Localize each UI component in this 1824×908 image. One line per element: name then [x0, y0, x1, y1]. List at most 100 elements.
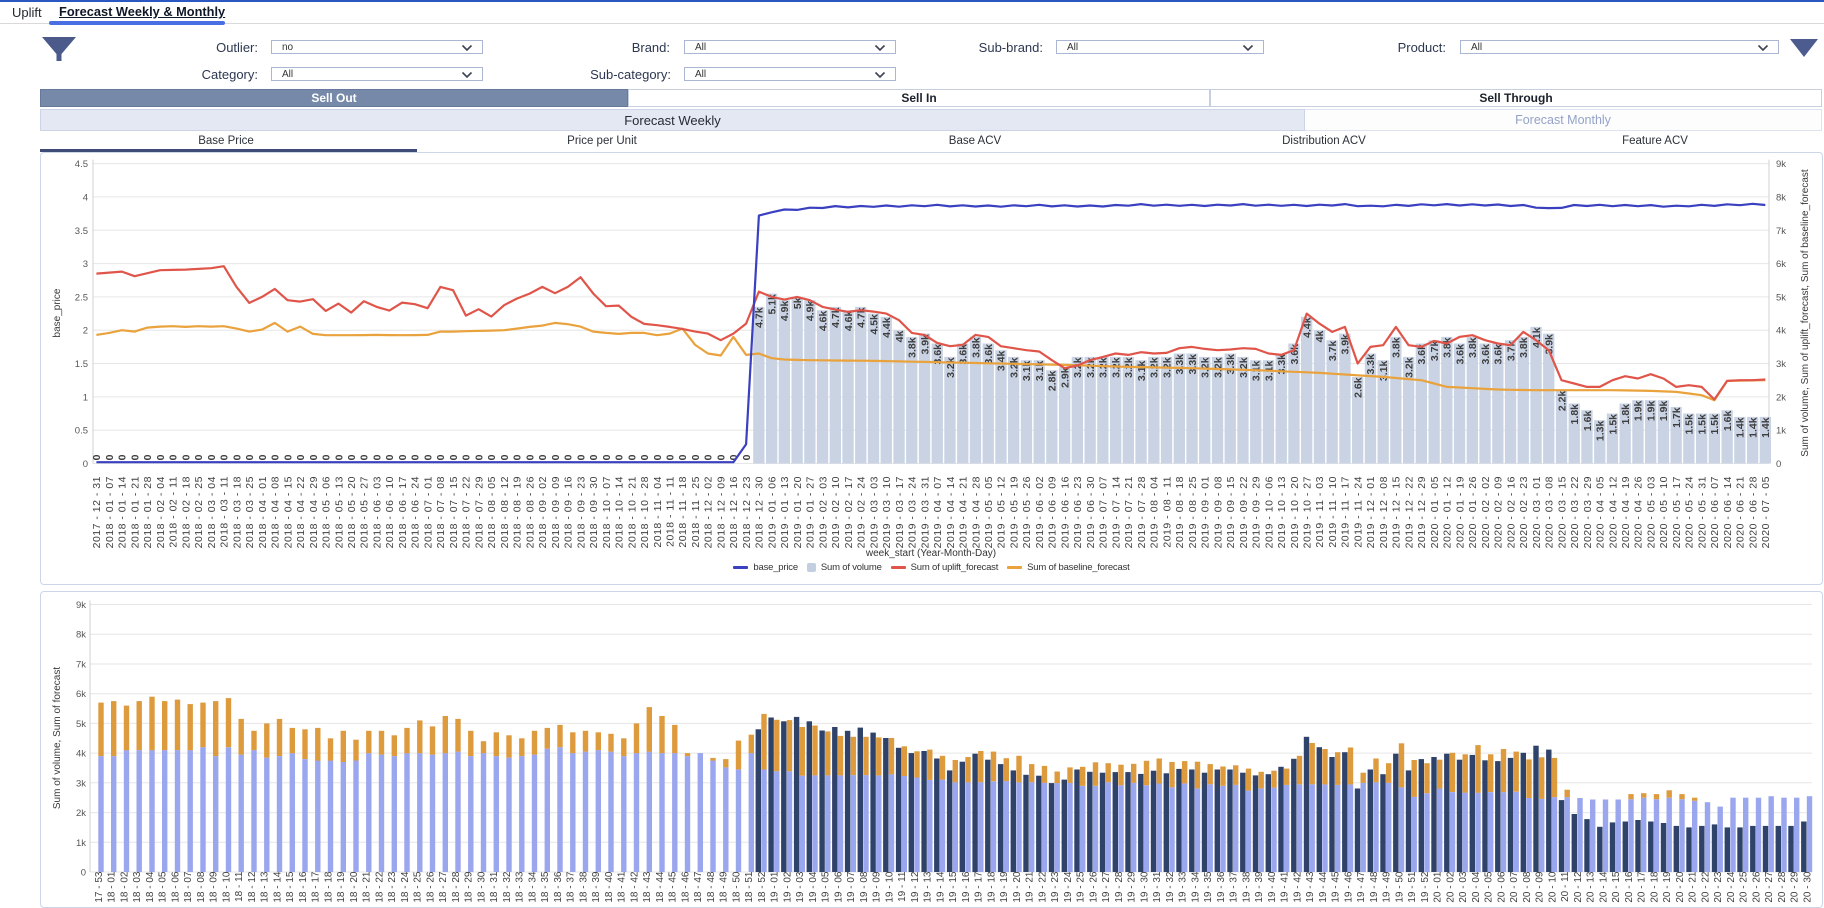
- svg-text:20 - 29: 20 - 29: [1790, 871, 1801, 903]
- svg-text:0: 0: [1776, 459, 1781, 470]
- svg-text:1: 1: [83, 392, 88, 403]
- svg-text:1k: 1k: [1776, 426, 1786, 437]
- svg-text:19 - 23: 19 - 23: [1050, 871, 1061, 903]
- svg-text:0: 0: [537, 454, 549, 460]
- svg-text:18 - 22: 18 - 22: [374, 871, 385, 903]
- svg-text:2018 - 12 - 16: 2018 - 12 - 16: [728, 476, 740, 548]
- svg-text:2018 - 07 - 08: 2018 - 07 - 08: [435, 476, 447, 548]
- svg-text:19 - 20: 19 - 20: [1012, 871, 1023, 903]
- svg-text:2020 - 06 - 21: 2020 - 06 - 21: [1735, 476, 1747, 548]
- svg-text:2019 - 09 - 22: 2019 - 09 - 22: [1238, 476, 1250, 548]
- svg-text:18 - 07: 18 - 07: [183, 871, 194, 903]
- svg-text:2020 - 01 - 19: 2020 - 01 - 19: [1454, 476, 1466, 548]
- svg-text:19 - 05: 19 - 05: [821, 871, 832, 903]
- svg-text:18 - 11: 18 - 11: [234, 871, 245, 902]
- svg-text:2020 - 06 - 28: 2020 - 06 - 28: [1747, 476, 1759, 548]
- svg-text:2019 - 04 - 28: 2019 - 04 - 28: [970, 476, 982, 548]
- svg-text:1.5k: 1.5k: [1607, 414, 1619, 435]
- svg-text:8k: 8k: [76, 630, 86, 641]
- svg-text:0: 0: [397, 454, 409, 460]
- svg-text:20 - 28: 20 - 28: [1777, 871, 1788, 903]
- svg-text:18 - 48: 18 - 48: [706, 871, 717, 903]
- svg-text:2018 - 01 - 28: 2018 - 01 - 28: [142, 476, 154, 548]
- svg-text:2018 - 07 - 01: 2018 - 07 - 01: [422, 476, 434, 548]
- svg-text:1.5k: 1.5k: [1709, 414, 1721, 435]
- svg-text:2019 - 10 - 20: 2019 - 10 - 20: [1289, 476, 1301, 548]
- svg-text:2019 - 11 - 24: 2019 - 11 - 24: [1353, 476, 1365, 548]
- svg-text:5k: 5k: [76, 719, 86, 730]
- svg-text:5k: 5k: [792, 297, 804, 309]
- svg-text:3.3k: 3.3k: [1187, 354, 1199, 375]
- svg-text:18 - 30: 18 - 30: [476, 871, 487, 903]
- svg-text:0: 0: [372, 454, 384, 460]
- svg-text:1.8k: 1.8k: [1620, 404, 1632, 425]
- svg-text:2019 - 07 - 07: 2019 - 07 - 07: [1098, 476, 1110, 548]
- svg-text:0: 0: [665, 454, 677, 460]
- svg-text:3.2k: 3.2k: [1212, 357, 1224, 378]
- svg-text:19 - 10: 19 - 10: [884, 871, 895, 903]
- svg-text:19 - 34: 19 - 34: [1190, 871, 1201, 903]
- svg-text:3.1k: 3.1k: [1034, 361, 1046, 382]
- svg-text:2018 - 06 - 10: 2018 - 06 - 10: [384, 476, 396, 548]
- svg-text:19 - 48: 19 - 48: [1369, 871, 1380, 903]
- svg-text:2018 - 12 - 09: 2018 - 12 - 09: [716, 476, 728, 548]
- svg-text:3.8k: 3.8k: [1391, 337, 1403, 358]
- svg-text:2019 - 10 - 06: 2019 - 10 - 06: [1263, 476, 1275, 548]
- svg-text:20 - 17: 20 - 17: [1637, 871, 1648, 903]
- svg-text:18 - 08: 18 - 08: [196, 871, 207, 903]
- svg-text:18 - 41: 18 - 41: [617, 871, 628, 903]
- svg-text:0: 0: [231, 454, 243, 460]
- svg-text:2019 - 06 - 09: 2019 - 06 - 09: [1047, 476, 1059, 548]
- svg-text:1.5: 1.5: [75, 359, 88, 370]
- svg-text:0: 0: [461, 454, 473, 460]
- svg-text:2018 - 02 - 11: 2018 - 02 - 11: [168, 476, 180, 548]
- svg-text:2020 - 06 - 07: 2020 - 06 - 07: [1709, 476, 1721, 548]
- svg-text:2k: 2k: [76, 808, 86, 819]
- svg-text:20 - 23: 20 - 23: [1713, 871, 1724, 903]
- svg-text:2018 - 03 - 04: 2018 - 03 - 04: [206, 476, 218, 548]
- svg-text:19 - 25: 19 - 25: [1076, 871, 1087, 903]
- svg-text:18 - 26: 18 - 26: [425, 871, 436, 903]
- svg-text:2020 - 03 - 15: 2020 - 03 - 15: [1556, 476, 1568, 548]
- svg-text:20 - 16: 20 - 16: [1624, 871, 1635, 903]
- svg-text:1.8k: 1.8k: [1569, 404, 1581, 425]
- svg-text:2018 - 08 - 19: 2018 - 08 - 19: [512, 476, 524, 548]
- svg-text:2019 - 12 - 29: 2019 - 12 - 29: [1416, 476, 1428, 548]
- svg-text:19 - 27: 19 - 27: [1101, 871, 1112, 903]
- svg-text:18 - 25: 18 - 25: [413, 871, 424, 903]
- svg-text:2018 - 05 - 06: 2018 - 05 - 06: [321, 476, 333, 548]
- svg-text:20 - 18: 20 - 18: [1649, 871, 1660, 903]
- svg-text:week_start (Year-Month-Day): week_start (Year-Month-Day): [865, 548, 996, 559]
- svg-text:0: 0: [614, 454, 626, 460]
- svg-text:0: 0: [639, 454, 651, 460]
- svg-text:2018 - 11 - 04: 2018 - 11 - 04: [652, 476, 664, 548]
- svg-text:0: 0: [563, 454, 575, 460]
- svg-text:0: 0: [81, 868, 86, 879]
- svg-text:2020 - 03 - 29: 2020 - 03 - 29: [1582, 476, 1594, 548]
- svg-text:19 - 16: 19 - 16: [961, 871, 972, 903]
- svg-text:2020 - 03 - 01: 2020 - 03 - 01: [1531, 476, 1543, 548]
- svg-text:2020 - 05 - 31: 2020 - 05 - 31: [1696, 476, 1708, 548]
- svg-text:20 - 03: 20 - 03: [1458, 871, 1469, 903]
- svg-text:0.5: 0.5: [75, 426, 88, 437]
- svg-text:19 - 15: 19 - 15: [948, 871, 959, 903]
- svg-text:19 - 26: 19 - 26: [1088, 871, 1099, 903]
- svg-text:18 - 36: 18 - 36: [553, 871, 564, 903]
- svg-text:2019 - 08 - 04: 2019 - 08 - 04: [1149, 476, 1161, 548]
- svg-text:19 - 28: 19 - 28: [1114, 871, 1125, 903]
- svg-text:18 - 27: 18 - 27: [438, 871, 449, 903]
- svg-text:0: 0: [422, 454, 434, 460]
- svg-text:2019 - 10 - 13: 2019 - 10 - 13: [1276, 476, 1288, 548]
- svg-text:2.2k: 2.2k: [1556, 391, 1568, 412]
- svg-text:18 - 44: 18 - 44: [655, 871, 666, 903]
- svg-text:2018 - 03 - 25: 2018 - 03 - 25: [244, 476, 256, 548]
- svg-text:19 - 38: 19 - 38: [1241, 871, 1252, 903]
- svg-text:2019 - 01 - 27: 2019 - 01 - 27: [805, 476, 817, 548]
- svg-text:18 - 21: 18 - 21: [362, 871, 373, 903]
- svg-text:19 - 08: 19 - 08: [859, 871, 870, 903]
- svg-text:7k: 7k: [76, 660, 86, 671]
- svg-text:4.9k: 4.9k: [805, 301, 817, 322]
- svg-text:2020 - 05 - 03: 2020 - 05 - 03: [1646, 476, 1658, 548]
- svg-text:4.5k: 4.5k: [868, 314, 880, 335]
- svg-text:19 - 07: 19 - 07: [846, 871, 857, 903]
